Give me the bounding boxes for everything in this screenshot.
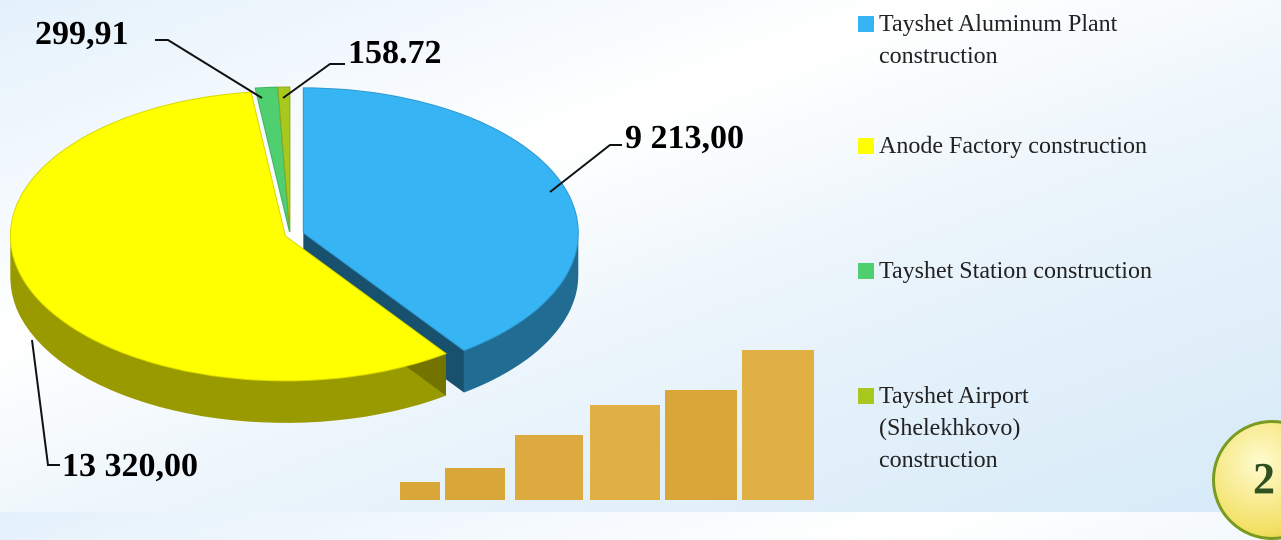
leader-line bbox=[155, 40, 262, 98]
legend-item: Tayshet Airport (Shelekhkovo) constructi… bbox=[858, 380, 1118, 476]
leader-line bbox=[32, 340, 60, 465]
legend-swatch bbox=[858, 16, 874, 32]
legend-label: Tayshet Airport (Shelekhkovo) constructi… bbox=[879, 380, 1118, 476]
legend-swatch bbox=[858, 388, 874, 404]
data-label: 158.72 bbox=[348, 34, 442, 71]
slide: 299,91 158.72 9 213,00 13 320,00 Tayshet… bbox=[0, 0, 1281, 512]
legend-label: Anode Factory construction bbox=[879, 130, 1147, 162]
legend-swatch bbox=[858, 263, 874, 279]
legend: Tayshet Aluminum Plant construction Anode… bbox=[858, 8, 1278, 508]
legend-item: Anode Factory construction bbox=[858, 130, 1278, 162]
page-number: 2 bbox=[1253, 453, 1275, 504]
pie bbox=[10, 87, 578, 423]
legend-label: Tayshet Station construction bbox=[879, 255, 1152, 287]
legend-item: Tayshet Aluminum Plant construction bbox=[858, 8, 1178, 72]
legend-swatch bbox=[858, 138, 874, 154]
data-label: 9 213,00 bbox=[625, 119, 744, 156]
data-label: 299,91 bbox=[35, 15, 129, 52]
legend-label: Tayshet Aluminum Plant construction bbox=[879, 8, 1178, 72]
data-label: 13 320,00 bbox=[62, 447, 198, 484]
legend-item: Tayshet Station construction bbox=[858, 255, 1278, 287]
